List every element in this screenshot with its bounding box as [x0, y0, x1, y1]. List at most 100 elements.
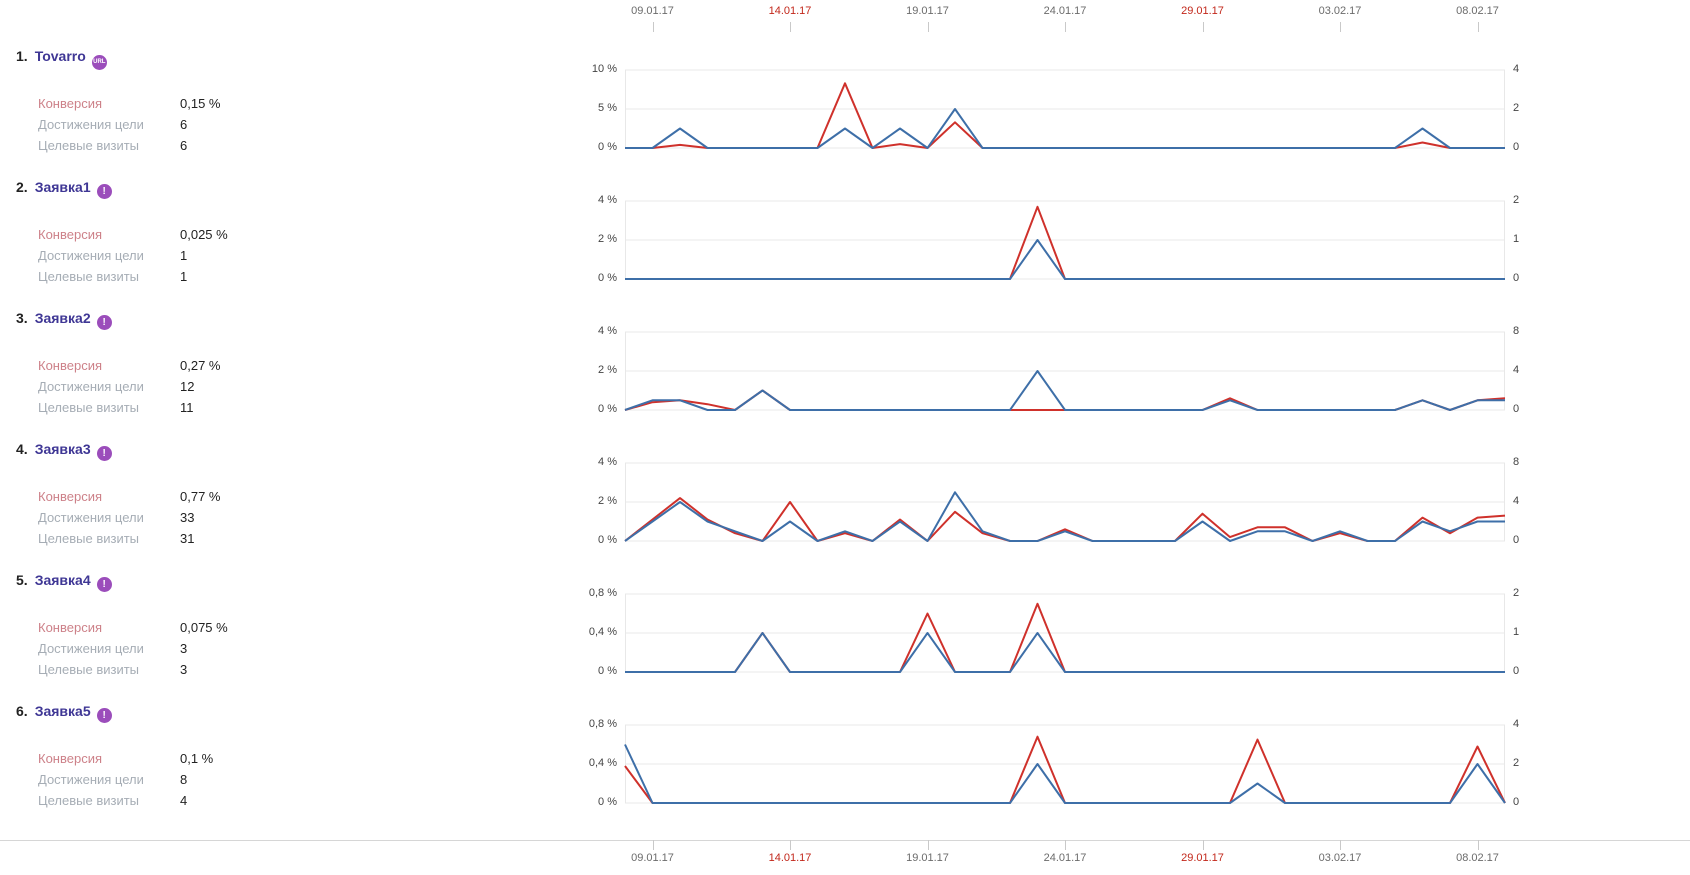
stat-value-reaches: 6 [180, 117, 188, 132]
stat-value-conversion: 0,27 % [180, 358, 221, 373]
right-axis-tick-label: 4 [1513, 63, 1520, 75]
goal-type-event-icon: ! [96, 184, 112, 199]
date-tick [1340, 840, 1341, 850]
goal-reaches-line [624, 744, 1506, 804]
date-tick [1202, 22, 1204, 32]
goal-name-link[interactable]: Заявка2 [34, 310, 91, 326]
right-axis-tick-label: 1 [1513, 233, 1520, 245]
date-tick [790, 22, 791, 32]
date-label: 03.02.17 [1318, 5, 1362, 17]
goal-trend-chart[interactable] [625, 593, 1505, 673]
goal-name-link[interactable]: Заявка3 [34, 441, 91, 457]
stat-value-conversion: 0,77 % [180, 489, 221, 504]
left-axis-tick-label: 0,4 % [588, 626, 617, 638]
right-axis-tick-label: 2 [1513, 194, 1520, 206]
stat-value-conversion: 0,075 % [180, 620, 228, 635]
date-label: 09.01.17 [631, 5, 674, 17]
stat-row-reaches: Достижения цели 12 [38, 379, 194, 400]
stat-row-reaches: Достижения цели 1 [38, 248, 187, 269]
left-axis-tick-label: 0,8 % [588, 587, 617, 599]
stat-value-visits: 4 [180, 793, 188, 808]
stat-label-reaches: Достижения цели [38, 510, 144, 525]
goal-name-link[interactable]: Tovarro [34, 48, 86, 64]
goal-row: 3. Заявка2! Конверсия 0,27 % Достижения цел… [0, 302, 1690, 433]
right-axis-tick-label: 2 [1513, 102, 1520, 114]
goal-row: 2. Заявка1! Конверсия 0,025 % Достижения це… [0, 171, 1690, 302]
goal-name-link[interactable]: Заявка5 [34, 703, 91, 719]
right-axis-tick-label: 0 [1513, 665, 1520, 677]
right-axis-tick-label: 8 [1513, 325, 1520, 337]
goal-type-event-icon: ! [96, 315, 112, 330]
date-tick [1477, 840, 1479, 850]
stat-row-conversion: Конверсия 0,075 % [38, 620, 228, 641]
stat-value-conversion: 0,15 % [180, 96, 221, 111]
right-axis-tick-label: 2 [1513, 587, 1520, 599]
goal-row: 1. Tovarro URL Конверсия 0,15 % Достижения ц… [0, 40, 1690, 171]
left-axis-tick-label: 0 % [598, 141, 617, 153]
goal-type-event-icon: ! [96, 708, 112, 723]
date-label: 19.01.17 [906, 852, 949, 864]
goal-trend-chart[interactable] [625, 69, 1505, 149]
right-axis-tick-label: 0 [1513, 141, 1520, 153]
stat-row-reaches: Достижения цели 6 [38, 117, 187, 138]
goal-name-link[interactable]: Заявка1 [34, 179, 91, 195]
date-tick [1065, 22, 1066, 32]
left-axis-tick-label: 0 % [598, 534, 617, 546]
stat-label-conversion: Конверсия [38, 751, 103, 766]
date-tick [1340, 22, 1341, 32]
date-label: 14.01.17 [768, 852, 812, 864]
left-axis-tick-label: 0 % [598, 403, 617, 415]
stat-row-conversion: Конверсия 0,025 % [38, 227, 228, 248]
stat-value-visits: 3 [180, 662, 188, 677]
right-axis-tick-label: 4 [1513, 495, 1520, 507]
goal-reaches-line [624, 370, 1505, 411]
stat-row-visits: Целевые визиты 3 [38, 662, 187, 683]
left-axis-tick-label: 4 % [598, 456, 617, 468]
conversion-line [624, 735, 1506, 804]
goal-row: 6. Заявка5! Конверсия 0,1 % Достижения цели… [0, 695, 1690, 826]
date-label: 24.01.17 [1043, 852, 1087, 864]
goal-trend-chart[interactable] [624, 331, 1506, 411]
date-tick [927, 22, 929, 32]
stat-label-conversion: Конверсия [38, 96, 103, 111]
stat-value-visits: 11 [180, 400, 194, 415]
top-date-axis: 09.01.17 14.01.17 19.01.17 24.01.17 29.01.17… [0, 0, 1690, 40]
goal-title: 2. Заявка1! [16, 179, 112, 199]
goal-reaches-line [625, 239, 1505, 280]
date-label: 24.01.17 [1043, 5, 1087, 17]
stat-row-conversion: Конверсия 0,77 % [38, 489, 220, 510]
goal-trend-chart[interactable] [624, 462, 1506, 542]
stat-value-reaches: 1 [180, 248, 188, 263]
stat-value-visits: 1 [180, 269, 188, 284]
stat-value-conversion: 0,1 % [180, 751, 214, 766]
right-axis-tick-label: 1 [1513, 626, 1520, 638]
left-axis-tick-label: 5 % [598, 102, 617, 114]
goal-type-event-icon: ! [96, 446, 112, 461]
stat-label-conversion: Конверсия [38, 358, 103, 373]
right-axis-tick-label: 0 [1513, 403, 1520, 415]
left-axis-tick-label: 0 % [598, 665, 617, 677]
date-tick [927, 840, 929, 850]
stat-value-conversion: 0,025 % [180, 227, 228, 242]
goal-name-link[interactable]: Заявка4 [34, 572, 91, 588]
right-axis-tick-label: 4 [1513, 364, 1520, 376]
stat-row-visits: Целевые визиты 31 [38, 531, 194, 552]
stat-row-visits: Целевые визиты 4 [38, 793, 187, 814]
stat-label-reaches: Достижения цели [38, 772, 144, 787]
stat-value-visits: 31 [180, 531, 195, 546]
left-axis-tick-label: 4 % [598, 194, 617, 206]
left-axis-tick-label: 0,8 % [588, 718, 617, 730]
conversion-line [624, 497, 1506, 542]
stat-label-visits: Целевые визиты [38, 662, 140, 677]
stat-row-reaches: Достижения цели 3 [38, 641, 187, 662]
right-axis-tick-label: 0 [1513, 534, 1520, 546]
left-axis-tick-label: 10 % [591, 63, 617, 75]
stat-label-visits: Целевые визиты [38, 400, 140, 415]
stat-row-visits: Целевые визиты 11 [38, 400, 194, 421]
bottom-date-axis: 09.01.17 14.01.17 19.01.17 24.01.17 29.01.17… [0, 826, 1690, 875]
goal-trend-chart[interactable] [625, 200, 1505, 280]
goal-reaches-line [625, 108, 1505, 149]
goal-trend-chart[interactable] [624, 724, 1506, 804]
stat-row-conversion: Конверсия 0,15 % [38, 96, 220, 117]
goal-index: 2. [16, 179, 28, 195]
